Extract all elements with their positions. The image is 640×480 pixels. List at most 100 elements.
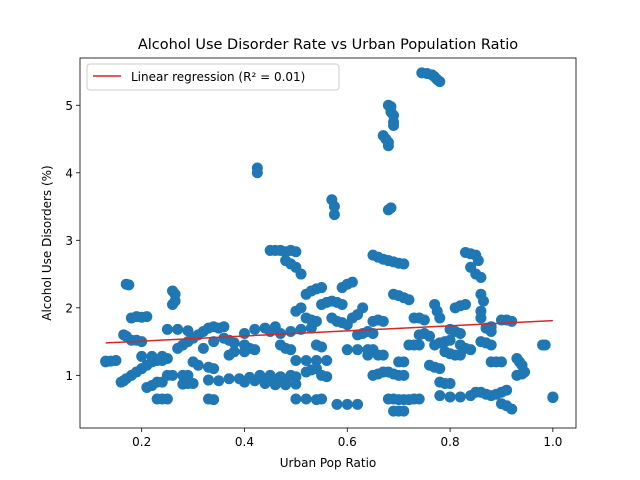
scatter-point — [146, 350, 158, 362]
scatter-point — [274, 371, 286, 383]
scatter-point — [485, 339, 497, 351]
scatter-point — [357, 302, 369, 314]
scatter-point — [208, 394, 220, 406]
scatter-point — [418, 314, 430, 326]
scatter-point — [136, 350, 148, 362]
scatter-point — [167, 369, 179, 381]
scatter-point — [352, 344, 364, 356]
y-tick-label: 4 — [65, 166, 73, 180]
scatter-point — [444, 377, 456, 389]
scatter-point — [539, 339, 551, 351]
scatter-point — [203, 374, 214, 386]
scatter-point — [254, 369, 266, 381]
scatter-point — [485, 325, 497, 337]
scatter-point — [238, 327, 250, 339]
scatter-point — [110, 354, 122, 366]
chart-title: Alcohol Use Disorder Rate vs Urban Popul… — [138, 37, 518, 53]
scatter-point — [331, 398, 343, 410]
x-tick-label: 1.0 — [543, 435, 562, 449]
y-tick-label: 5 — [65, 99, 73, 113]
scatter-point — [519, 366, 531, 378]
scatter-point — [167, 298, 179, 310]
scatter-point — [472, 255, 484, 267]
scatter-point — [398, 258, 410, 270]
scatter-point — [336, 298, 348, 310]
scatter-point — [434, 76, 446, 88]
scatter-point — [403, 294, 415, 306]
scatter-point — [382, 140, 394, 152]
scatter-point — [280, 379, 292, 391]
scatter-point — [161, 323, 173, 335]
legend-label-regression: Linear regression (R² = 0.01) — [131, 70, 305, 84]
scatter-point — [328, 201, 340, 213]
scatter-point — [434, 312, 446, 324]
y-tick-label: 1 — [65, 369, 73, 383]
y-axis-ticks: 1 2 3 4 5 — [65, 99, 80, 383]
scatter-point — [434, 363, 446, 375]
y-tick-label: 2 — [65, 301, 73, 315]
scatter-point — [465, 344, 477, 356]
scatter-point — [310, 315, 322, 327]
scatter-point — [444, 334, 456, 346]
scatter-point — [475, 312, 487, 324]
scatter-point — [218, 321, 230, 333]
scatter-point — [475, 271, 487, 283]
scatter-point — [300, 354, 312, 366]
scatter-point — [269, 379, 281, 391]
scatter-point — [352, 398, 364, 410]
scatter-point — [388, 120, 400, 132]
y-axis-title: Alcohol Use Disorders (%) — [40, 165, 54, 320]
scatter-point — [424, 330, 436, 342]
scatter-point — [501, 384, 513, 396]
scatter-point — [398, 356, 410, 368]
scatter-point — [321, 354, 333, 366]
scatter-point — [251, 167, 263, 179]
scatter-point — [434, 390, 446, 402]
scatter-point — [316, 341, 328, 353]
scatter-point — [454, 391, 466, 403]
y-tick-label: 3 — [65, 234, 73, 248]
scatter-point — [285, 344, 297, 356]
scatter-point — [341, 398, 353, 410]
scatter-point — [367, 327, 379, 339]
scatter-point — [377, 315, 389, 327]
scatter-point — [192, 359, 204, 371]
scatter-point — [249, 323, 261, 335]
scatter-point — [223, 373, 235, 385]
scatter-point — [285, 325, 297, 337]
scatter-point — [228, 346, 240, 358]
scatter-point — [182, 369, 194, 381]
scatter-point — [290, 378, 302, 390]
scatter-point — [454, 327, 466, 339]
regression-line-layer — [105, 319, 553, 344]
scatter-point — [264, 369, 276, 381]
scatter-point — [413, 393, 425, 405]
x-tick-label: 0.6 — [338, 435, 357, 449]
scatter-point — [228, 337, 240, 349]
scatter-point — [208, 363, 220, 375]
legend-box — [86, 63, 340, 91]
scatter-point — [295, 268, 307, 280]
scatter-point — [290, 354, 302, 366]
scatter-point — [172, 323, 184, 335]
scatter-point — [310, 354, 322, 366]
x-axis-title: Urban Pop Ratio — [280, 456, 377, 470]
scatter-point — [274, 327, 286, 339]
scatter-point — [377, 349, 389, 361]
scatter-point — [141, 311, 153, 323]
scatter-point — [495, 356, 507, 368]
scatter-point — [398, 369, 410, 381]
scatter-point — [459, 298, 471, 310]
scatter-point — [187, 377, 199, 389]
scatter-point — [398, 405, 410, 417]
plot-frame — [79, 57, 577, 429]
scatter-point — [385, 202, 397, 214]
x-axis-ticks: 0.2 0.4 0.6 0.8 1.0 — [132, 428, 562, 449]
scatter-point — [506, 403, 518, 415]
x-tick-label: 0.4 — [235, 435, 254, 449]
scatter-point — [161, 352, 173, 364]
scatter-point — [316, 282, 328, 294]
scatter-point — [413, 339, 425, 351]
scatter-point — [444, 391, 456, 403]
